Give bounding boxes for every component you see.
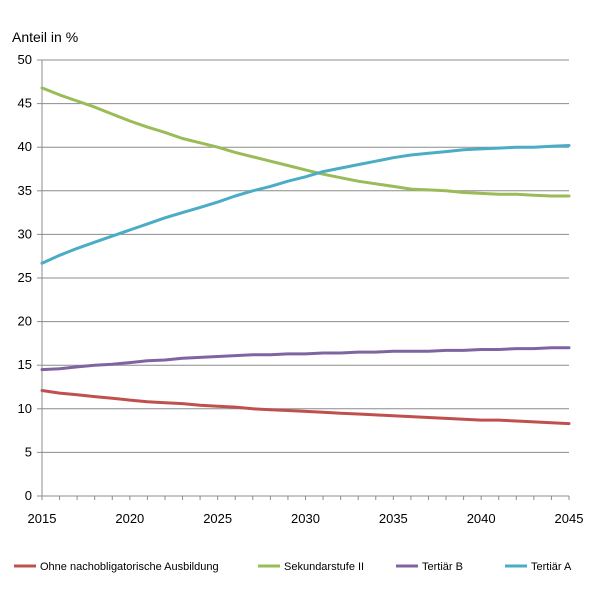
- y-tick-label: 5: [25, 444, 32, 459]
- series-line-1: [40, 86, 571, 198]
- axes: [41, 60, 570, 500]
- y-tick-label: 50: [18, 52, 32, 67]
- y-tick-label: 45: [18, 96, 32, 111]
- x-tick-label: 2045: [555, 511, 584, 526]
- y-tick-label: 15: [18, 357, 32, 372]
- x-tick-label: 2025: [203, 511, 232, 526]
- y-tick-labels: 0 5 10 15 20 25 30 35 40 45 50: [18, 52, 32, 503]
- series-line-0: [40, 389, 571, 426]
- legend: Ohne nachobligatorische Ausbildung Sekund…: [14, 561, 572, 573]
- y-tick-label: 10: [18, 401, 32, 416]
- legend-label-1: Sekundarstufe II: [284, 561, 364, 573]
- y-axis-label: Anteil in %: [12, 29, 78, 45]
- legend-label-0: Ohne nachobligatorische Ausbildung: [40, 561, 219, 573]
- legend-label-3: Tertiär A: [531, 561, 572, 573]
- y-tick-label: 35: [18, 183, 32, 198]
- y-tick-label: 25: [18, 270, 32, 285]
- y-tick-label: 40: [18, 139, 32, 154]
- x-tick-label: 2030: [291, 511, 320, 526]
- y-tick-label: 0: [25, 488, 32, 503]
- x-tick-label: 2035: [379, 511, 408, 526]
- series-line-2: [40, 346, 571, 372]
- legend-label-2: Tertiär B: [422, 561, 463, 573]
- y-tick-label: 30: [18, 226, 32, 241]
- x-tick-label: 2020: [115, 511, 144, 526]
- gridlines: [37, 59, 569, 497]
- x-tick-label: 2040: [467, 511, 496, 526]
- series-lines: [40, 86, 571, 426]
- x-tick-labels: 2015 2020 2025 2030 2035 2040 2045: [28, 511, 584, 526]
- x-tick-label: 2015: [28, 511, 57, 526]
- y-tick-label: 20: [18, 314, 32, 329]
- series-line-3: [40, 144, 571, 265]
